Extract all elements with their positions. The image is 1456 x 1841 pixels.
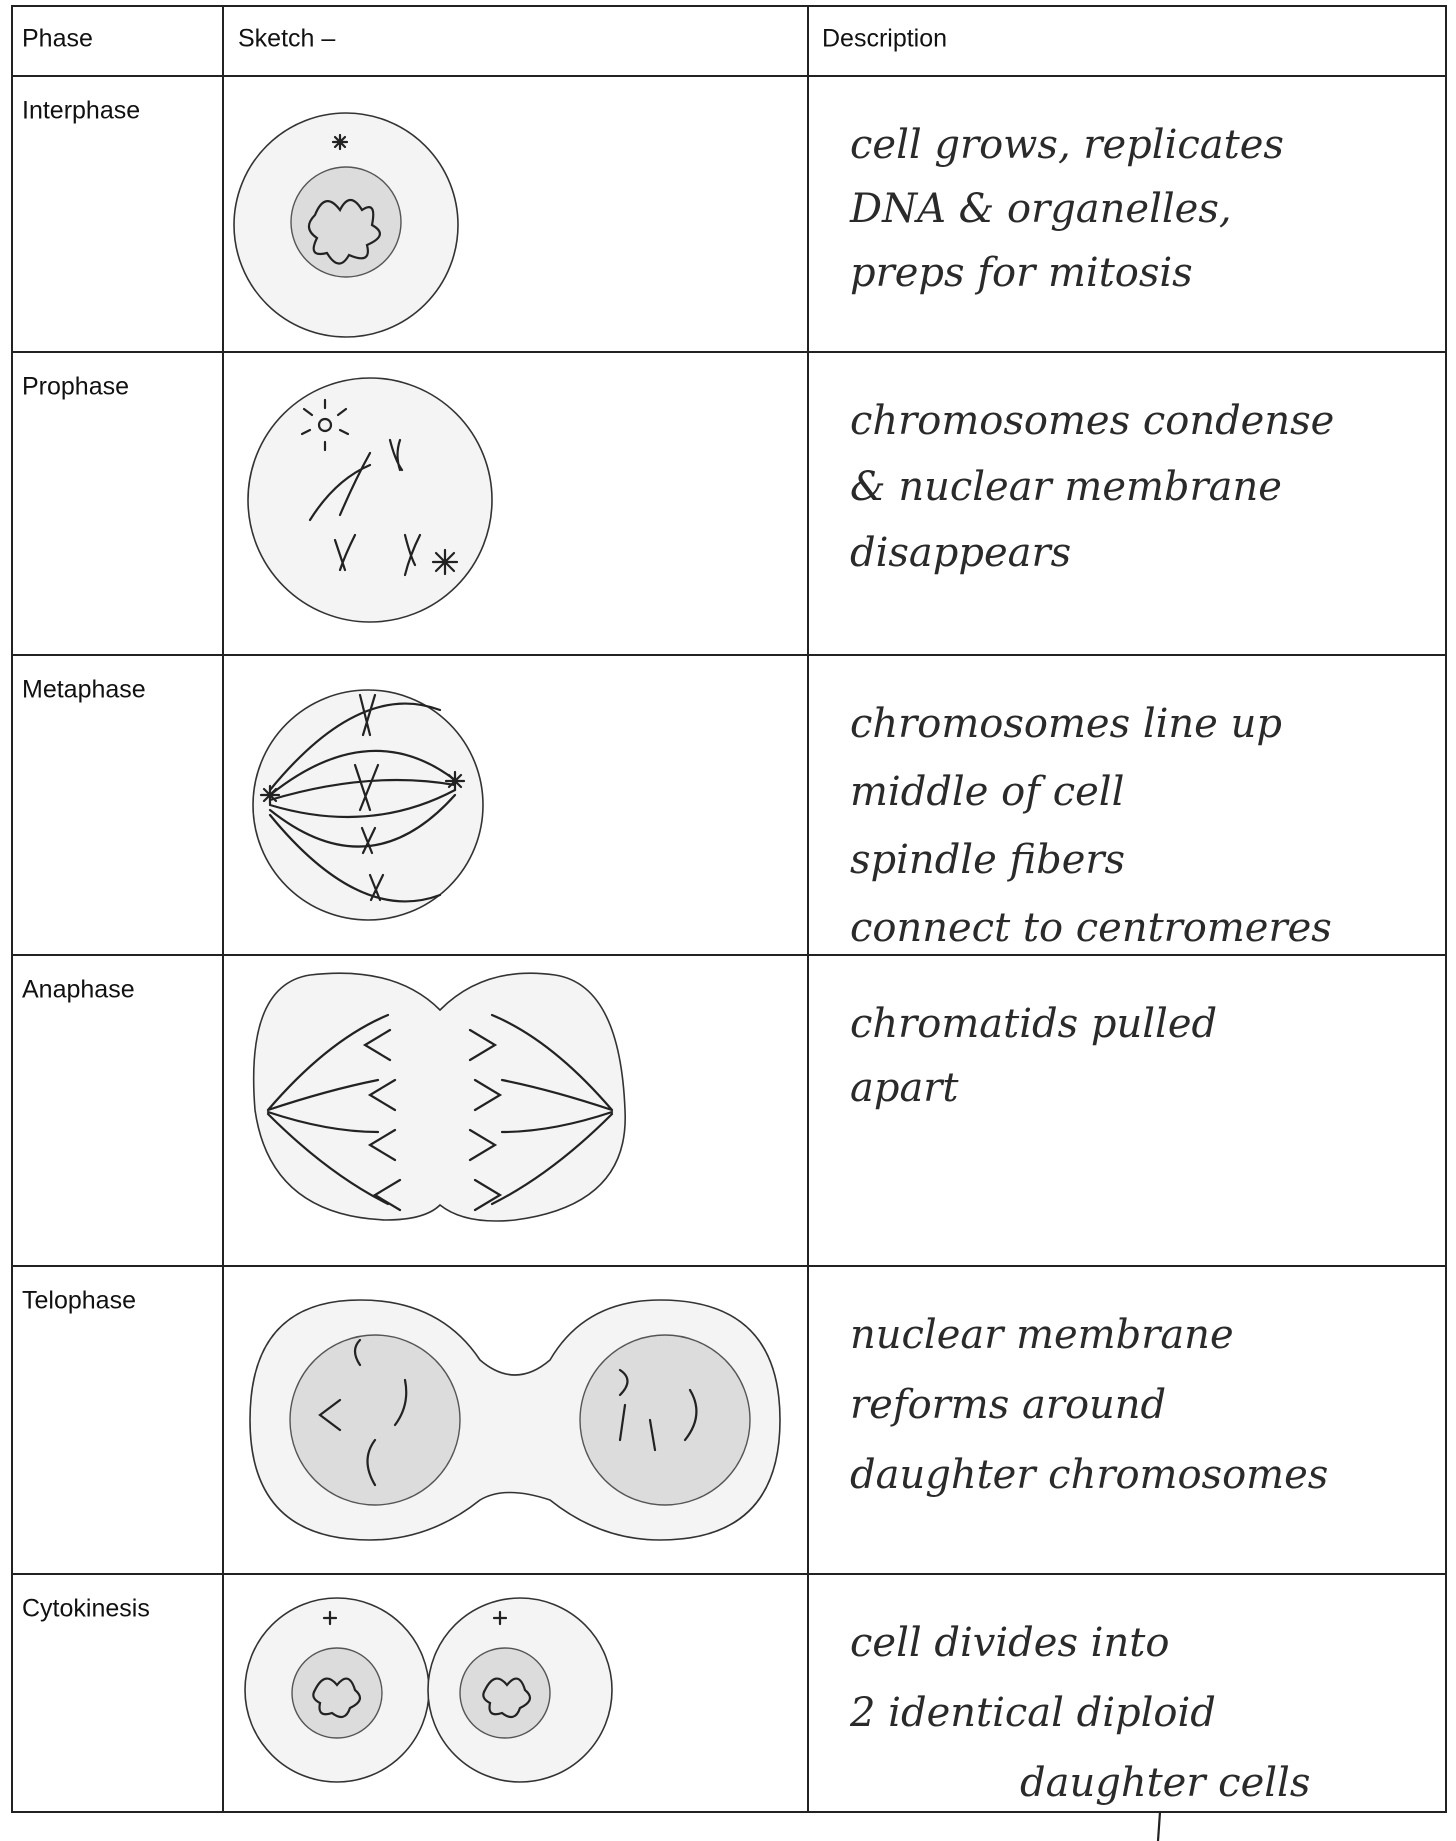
sketch-cytokinesis: [244, 1597, 613, 1783]
description-line: nuclear membrane: [850, 1312, 1234, 1358]
nucleus: [459, 1647, 551, 1739]
description-line: chromosomes condense: [850, 398, 1334, 444]
description-line: & nuclear membrane: [850, 464, 1282, 510]
centrosomes: [322, 1610, 508, 1626]
nucleus: [290, 166, 402, 278]
description-line: DNA & organelles,: [849, 186, 1232, 232]
centrosomes: [259, 770, 466, 806]
phase-label: Prophase: [22, 373, 129, 401]
header: Phase Sketch – Description: [22, 25, 947, 53]
table-border: [11, 5, 1447, 1813]
phase-label: Telophase: [22, 1287, 136, 1315]
description-line: chromatids pulled: [850, 1001, 1217, 1047]
header-cell: Phase: [22, 25, 93, 53]
sketch-anaphase: [252, 972, 626, 1222]
chromatids: [362, 1028, 503, 1212]
phase-label: Cytokinesis: [22, 1595, 150, 1623]
nucleus: [289, 1334, 461, 1506]
description-line: cell grows, replicates: [850, 122, 1284, 168]
description-line: connect to centromeres: [850, 905, 1332, 951]
sketch-prophase: [247, 377, 493, 623]
centrosome: [317, 417, 333, 433]
centrosome: [331, 133, 349, 151]
phase-label: Metaphase: [22, 676, 146, 704]
spindle: [266, 1013, 614, 1206]
sketch-telophase: [249, 1299, 781, 1541]
chromosomes: [353, 693, 385, 902]
chromosomes: [308, 438, 422, 577]
phase-label: Anaphase: [22, 976, 135, 1004]
nucleus: [579, 1334, 751, 1506]
aster: [300, 398, 350, 452]
description-line: preps for mitosis: [850, 250, 1193, 296]
chromatin: [307, 198, 381, 265]
sketch-metaphase: [252, 689, 484, 921]
description-line: daughter cells: [1020, 1760, 1310, 1806]
description-line: chromosomes line up: [850, 701, 1282, 747]
header-cell: Sketch –: [238, 25, 335, 53]
description-line: disappears: [850, 530, 1071, 576]
description-line: middle of cell: [850, 769, 1124, 815]
chromosomes: [318, 1338, 698, 1487]
sketch-interphase: [233, 112, 459, 338]
description-line: 2 identical diploid: [849, 1690, 1216, 1736]
description-line: cell divides into: [850, 1620, 1169, 1666]
pen-stroke: [1156, 1810, 1162, 1841]
cell-outline: [252, 972, 626, 1222]
nucleus: [291, 1647, 383, 1739]
cell-outline: [247, 377, 493, 623]
phase-label: Interphase: [22, 97, 140, 125]
table-grid: [11, 5, 1447, 1841]
description-line: daughter chromosomes: [850, 1452, 1328, 1498]
chromatin: [312, 1677, 532, 1719]
centrosome: [431, 548, 459, 576]
header-cell: Description: [822, 25, 947, 53]
description-line: spindle fibers: [850, 837, 1125, 883]
description-line: reforms around: [850, 1382, 1166, 1428]
description-line: apart: [850, 1065, 959, 1111]
